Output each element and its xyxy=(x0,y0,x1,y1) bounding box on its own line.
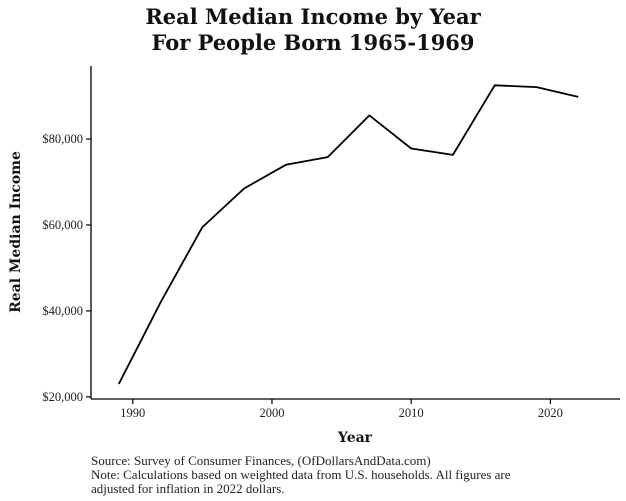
y-tick-label: $80,000 xyxy=(42,132,83,146)
x-tick-label: 1990 xyxy=(120,406,145,420)
x-tick-label: 2000 xyxy=(259,406,284,420)
x-axis-label: Year xyxy=(337,430,373,446)
chart-subtitle: For People Born 1965-1969 xyxy=(151,30,475,55)
chart-title: Real Median Income by Year xyxy=(145,4,481,29)
source-note: Source: Survey of Consumer Finances, (Of… xyxy=(91,453,431,468)
y-tick-label: $40,000 xyxy=(42,304,83,318)
y-tick-label: $20,000 xyxy=(42,390,83,404)
y-axis-ticks: $20,000 $40,000 $60,000 $80,000 xyxy=(42,132,91,404)
chart-footer: Source: Survey of Consumer Finances, (Of… xyxy=(91,454,621,496)
y-tick-label: $60,000 xyxy=(42,218,83,232)
data-points xyxy=(117,83,580,386)
note-line-1: Note: Calculations based on weighted dat… xyxy=(91,467,511,482)
chart-title-block: Real Median Income by Year For People Bo… xyxy=(0,4,626,56)
x-tick-label: 2010 xyxy=(399,406,424,420)
y-axis-label: Real Median Income xyxy=(8,151,24,313)
series-line xyxy=(117,84,579,385)
x-axis-ticks: 1990 2000 2010 2020 xyxy=(120,399,563,420)
x-tick-label: 2020 xyxy=(538,406,563,420)
note-line-2: adjusted for inflation in 2022 dollars. xyxy=(91,481,285,496)
